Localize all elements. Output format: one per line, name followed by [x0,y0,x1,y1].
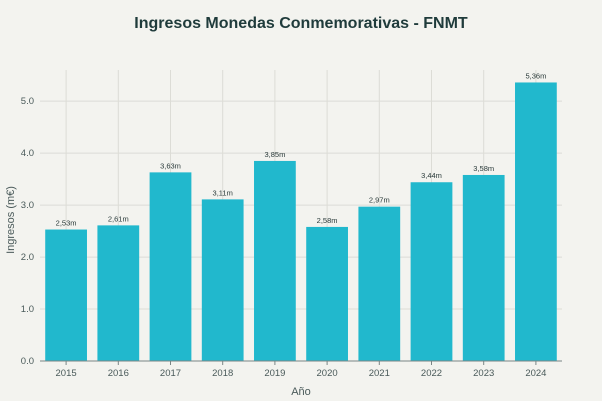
bar-2021 [358,206,401,361]
x-tick-label: 2018 [212,368,233,379]
bar-2022 [410,182,453,361]
data-label-2020: 2,58m [317,216,338,225]
data-label-2018: 3,11m [213,188,233,197]
bar-2017 [149,172,192,361]
x-axis-label: Año [291,386,311,398]
y-tick-label: 5.0 [21,96,34,107]
y-tick-label: 3.0 [21,200,34,211]
y-axis-label: Ingresos (m€) [5,186,17,254]
bar-2020 [306,226,348,361]
chart-title: Ingresos Monedas Conmemorativas - FNMT [134,15,468,32]
x-tick-label: 2022 [421,368,442,379]
bars [45,82,557,361]
y-tick-label: 2.0 [21,252,34,263]
data-label-2023: 3,58m [473,164,494,173]
y-tick-label: 1.0 [21,304,34,315]
bar-2023 [462,174,505,361]
data-label-2024: 5,36m [525,71,546,80]
bar-2015 [45,229,87,361]
data-label-2019: 3,85m [264,150,285,159]
x-tick-label: 2021 [369,368,390,379]
bar-2018 [201,199,244,361]
bar-2024 [515,82,557,361]
data-label-2021: 2,97m [369,196,390,205]
y-axis-ticks: 0.0 1.0 2.0 3.0 4.0 5.0 [21,96,34,367]
x-tick-label: 2015 [56,368,77,379]
data-label-2017: 3,63m [160,161,181,170]
x-axis-ticks: 2015 2016 2017 2018 2019 2020 2021 2022 2023 2024 [56,361,546,379]
y-tick-label: 4.0 [21,148,34,159]
data-label-2022: 3,44m [421,171,442,180]
bar-2019 [254,160,296,361]
x-tick-label: 2019 [264,368,285,379]
x-tick-label: 2017 [160,368,181,379]
bar-2016 [97,225,140,361]
x-tick-label: 2016 [108,368,129,379]
data-label-2016: 2,61m [108,214,129,223]
x-tick-label: 2023 [473,368,494,379]
x-tick-label: 2020 [317,368,338,379]
data-label-2015: 2,53m [56,219,77,228]
x-tick-label: 2024 [525,368,546,379]
y-tick-label: 0.0 [21,356,34,367]
data-labels: 2,53m 2,61m 3,63m 3,11m 3,85m 2,58m 2,97m 3,44m… [56,71,547,227]
